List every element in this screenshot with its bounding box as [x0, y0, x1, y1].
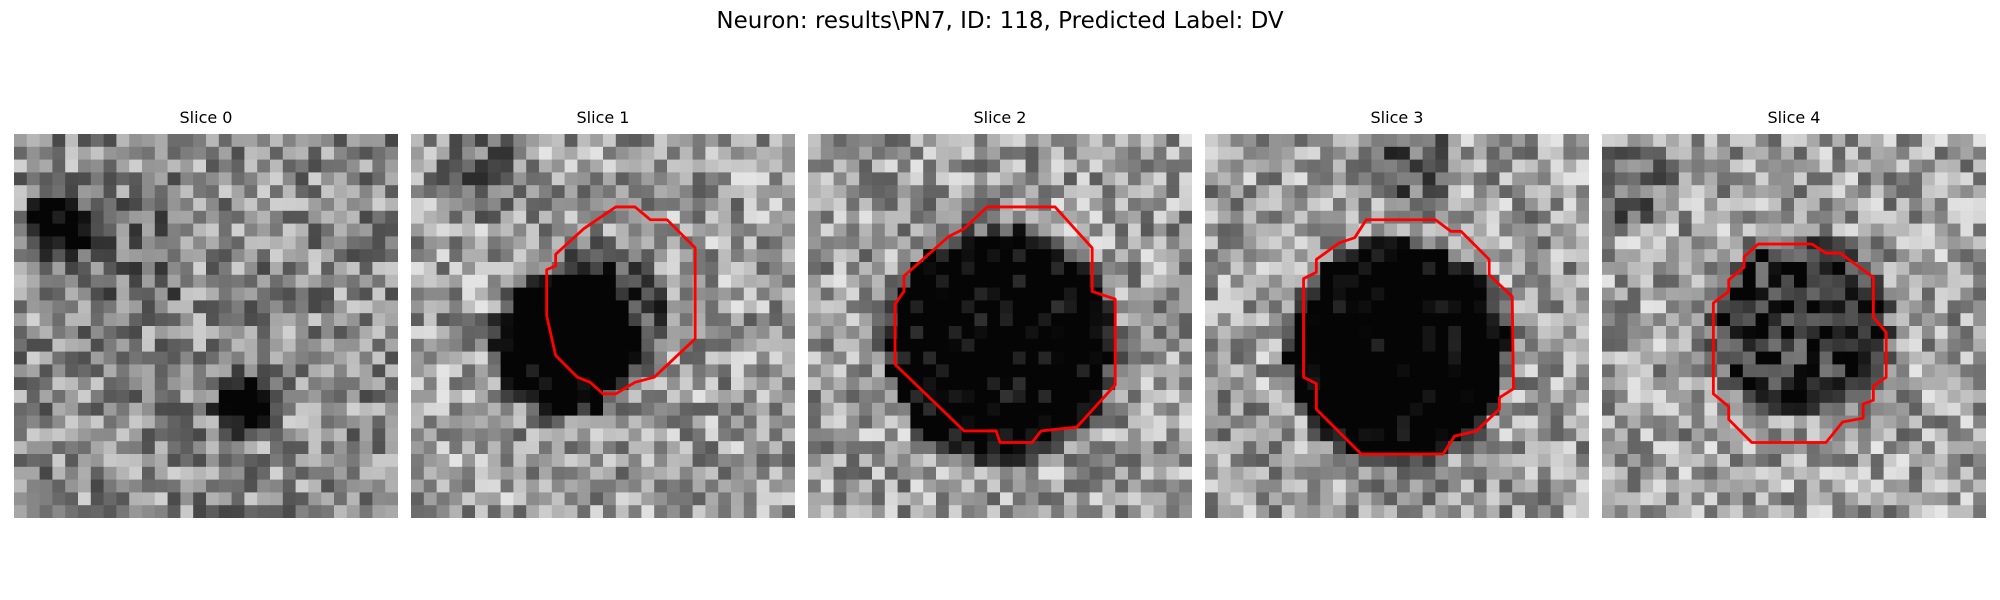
slice-title-3: Slice 3 [1370, 108, 1424, 127]
segmentation-contour [893, 205, 1117, 444]
slice-image-1 [411, 134, 795, 518]
slice-panel-2: Slice 2 [808, 108, 1192, 532]
slice-title-4: Slice 4 [1767, 108, 1821, 127]
segmentation-contour [545, 205, 697, 396]
slice-title-1: Slice 1 [576, 108, 630, 127]
slice-title-0: Slice 0 [179, 108, 233, 127]
slice-title-2: Slice 2 [973, 108, 1027, 127]
segmentation-contour [1711, 242, 1888, 444]
slice-panel-0: Slice 0 [14, 108, 398, 532]
slice-image-4 [1602, 134, 1986, 518]
slice-panel-3: Slice 3 [1205, 108, 1589, 532]
slice-panel-1: Slice 1 [411, 108, 795, 532]
slice-image-2 [808, 134, 1192, 518]
figure-title: Neuron: results\PN7, ID: 118, Predicted … [716, 8, 1284, 34]
slice-image-3 [1205, 134, 1589, 518]
segmentation-contour [1302, 218, 1515, 456]
slice-panel-4: Slice 4 [1602, 108, 1986, 532]
slice-image-0 [14, 134, 398, 518]
